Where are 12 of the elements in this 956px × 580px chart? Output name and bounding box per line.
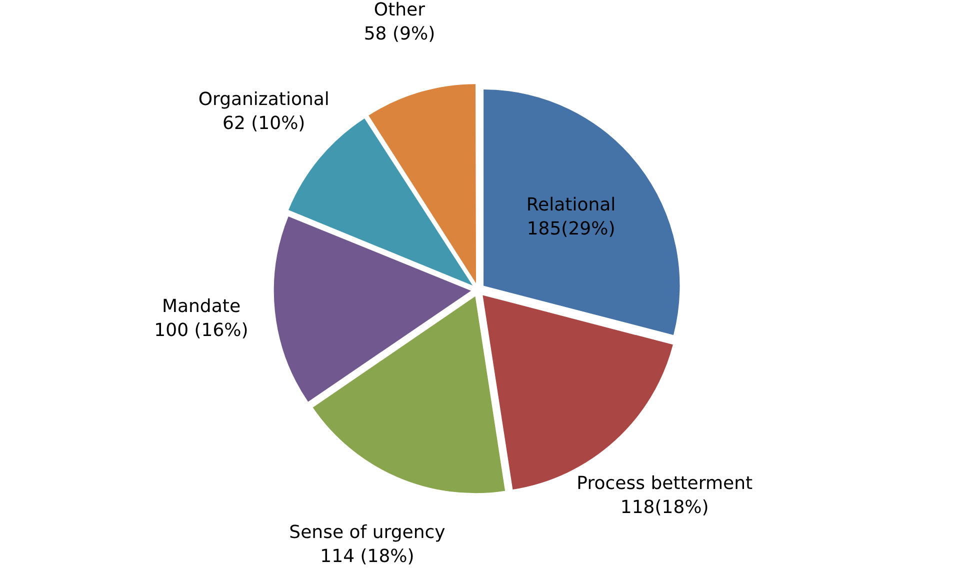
slice-label: Relational bbox=[526, 194, 616, 216]
data-label: 185(29%) bbox=[526, 218, 616, 240]
data-label: 114 (18%) bbox=[320, 546, 414, 567]
slice-label: Sense of urgency bbox=[289, 522, 446, 543]
slice-label: Mandate bbox=[162, 296, 241, 318]
slice-label: Other bbox=[374, 0, 426, 21]
data-label: 58 (9%) bbox=[364, 24, 436, 45]
data-label: 100 (16%) bbox=[154, 320, 248, 342]
data-label: 62 (10%) bbox=[222, 112, 306, 134]
slice-label: Organizational bbox=[198, 88, 330, 110]
data-label: 118(18%) bbox=[620, 497, 709, 518]
slice-label: Process betterment bbox=[576, 473, 753, 494]
